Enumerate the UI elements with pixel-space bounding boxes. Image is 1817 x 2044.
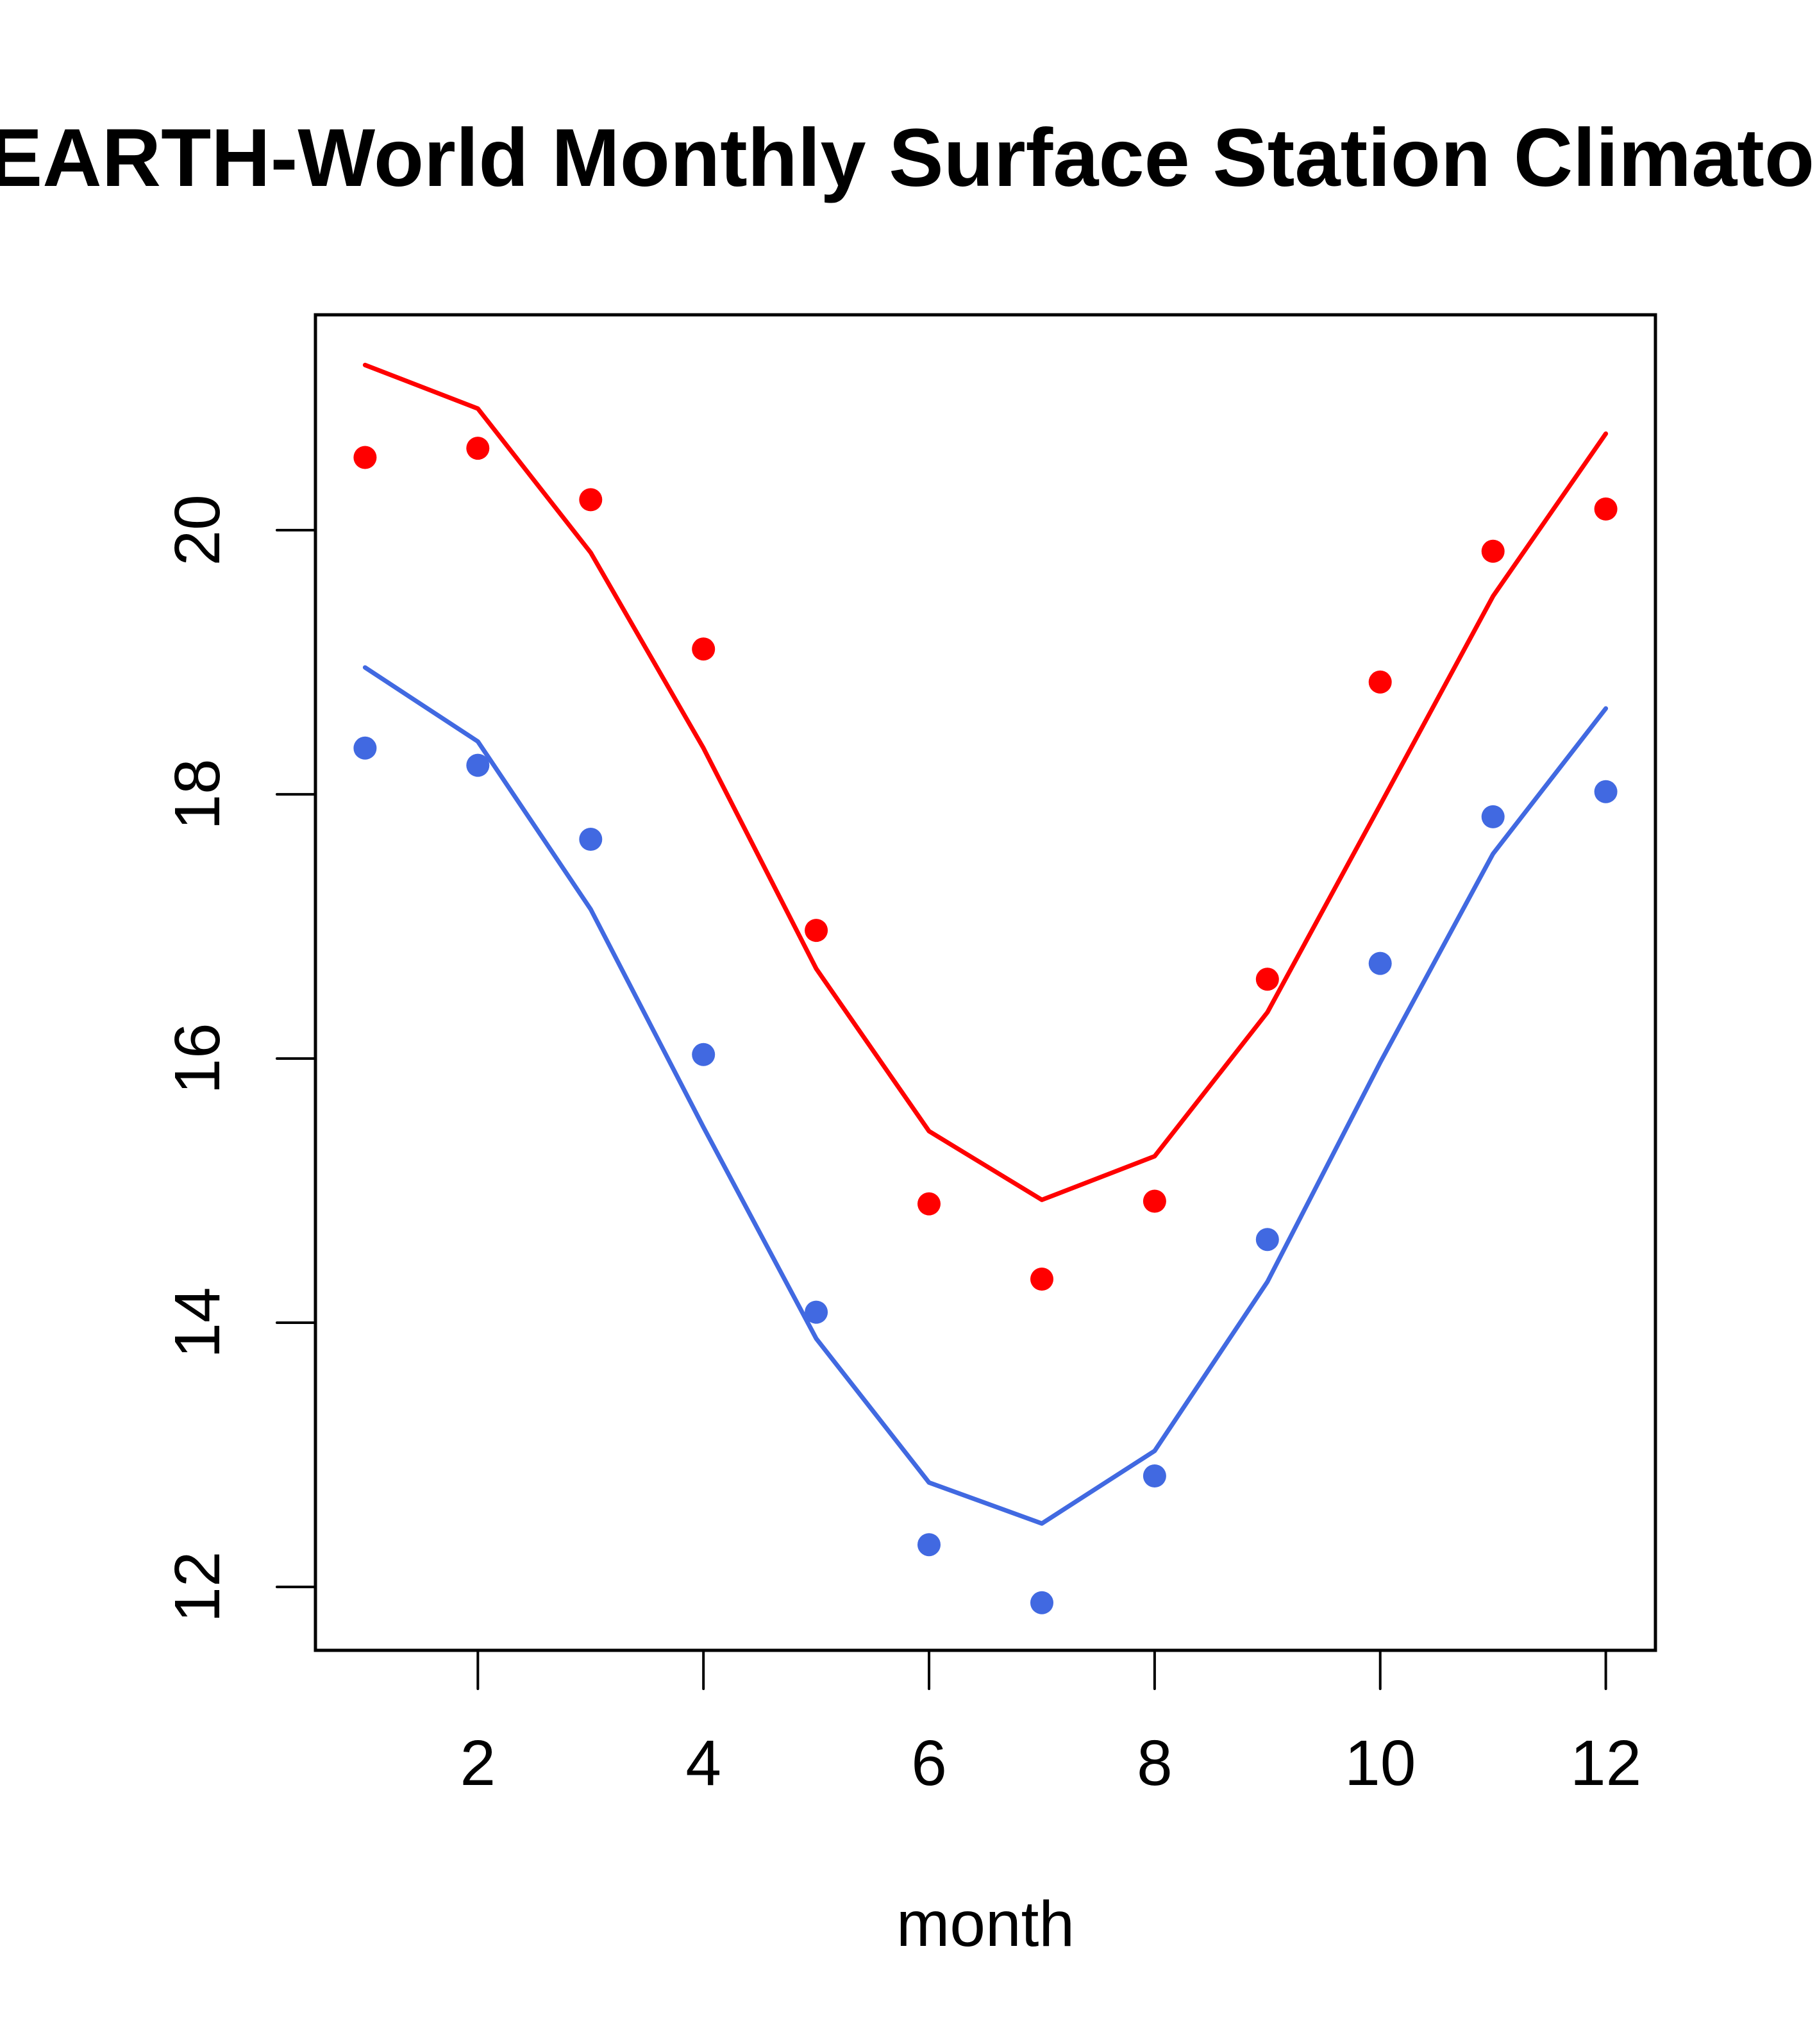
data-point <box>1143 1189 1166 1213</box>
series-points-red-points <box>353 437 1618 1291</box>
data-point <box>692 637 716 661</box>
y-tick-label: 20 <box>162 494 233 565</box>
plot-frame <box>314 313 1657 1652</box>
data-point <box>579 828 603 851</box>
x-tick-label: 8 <box>1137 1727 1173 1799</box>
data-point <box>1481 805 1505 828</box>
data-point <box>805 919 828 942</box>
x-axis-label: month <box>896 1888 1075 1960</box>
data-point <box>1255 968 1279 991</box>
y-tick-label: 14 <box>162 1287 233 1358</box>
plot-area <box>353 362 1618 1614</box>
series-points-blue-points <box>353 736 1618 1614</box>
series-line-blue-line <box>362 665 1609 1526</box>
data-point <box>1594 780 1618 803</box>
data-point <box>805 1300 828 1324</box>
data-point <box>1030 1591 1053 1614</box>
x-tick-label: 4 <box>685 1727 721 1799</box>
data-point <box>1594 497 1618 521</box>
data-point <box>692 1043 716 1066</box>
x-tick-label: 10 <box>1344 1727 1416 1799</box>
series-line-red-line <box>362 362 1609 1202</box>
data-point <box>1143 1464 1166 1487</box>
x-tick-label: 12 <box>1570 1727 1641 1799</box>
data-point <box>353 736 377 760</box>
data-point <box>466 437 490 460</box>
data-point <box>1481 539 1505 563</box>
data-point <box>917 1533 941 1557</box>
x-tick-label: 2 <box>460 1727 496 1799</box>
y-tick-label: 18 <box>162 758 233 830</box>
data-point <box>579 488 603 512</box>
chart-title: EARTH-World Monthly Surface Station Clim… <box>0 112 1817 204</box>
data-point <box>466 753 490 777</box>
y-tick-label: 12 <box>162 1551 233 1622</box>
data-point <box>1255 1228 1279 1252</box>
data-point <box>353 446 377 469</box>
x-axis: 2 4 6 8 10 12 <box>460 1649 1641 1799</box>
data-point <box>917 1192 941 1216</box>
data-point <box>1368 951 1392 975</box>
y-tick-label: 16 <box>162 1023 233 1094</box>
data-point <box>1368 670 1392 694</box>
data-point <box>1030 1268 1053 1291</box>
y-axis: 12 14 16 18 20 <box>162 494 317 1623</box>
x-tick-label: 6 <box>911 1727 947 1799</box>
